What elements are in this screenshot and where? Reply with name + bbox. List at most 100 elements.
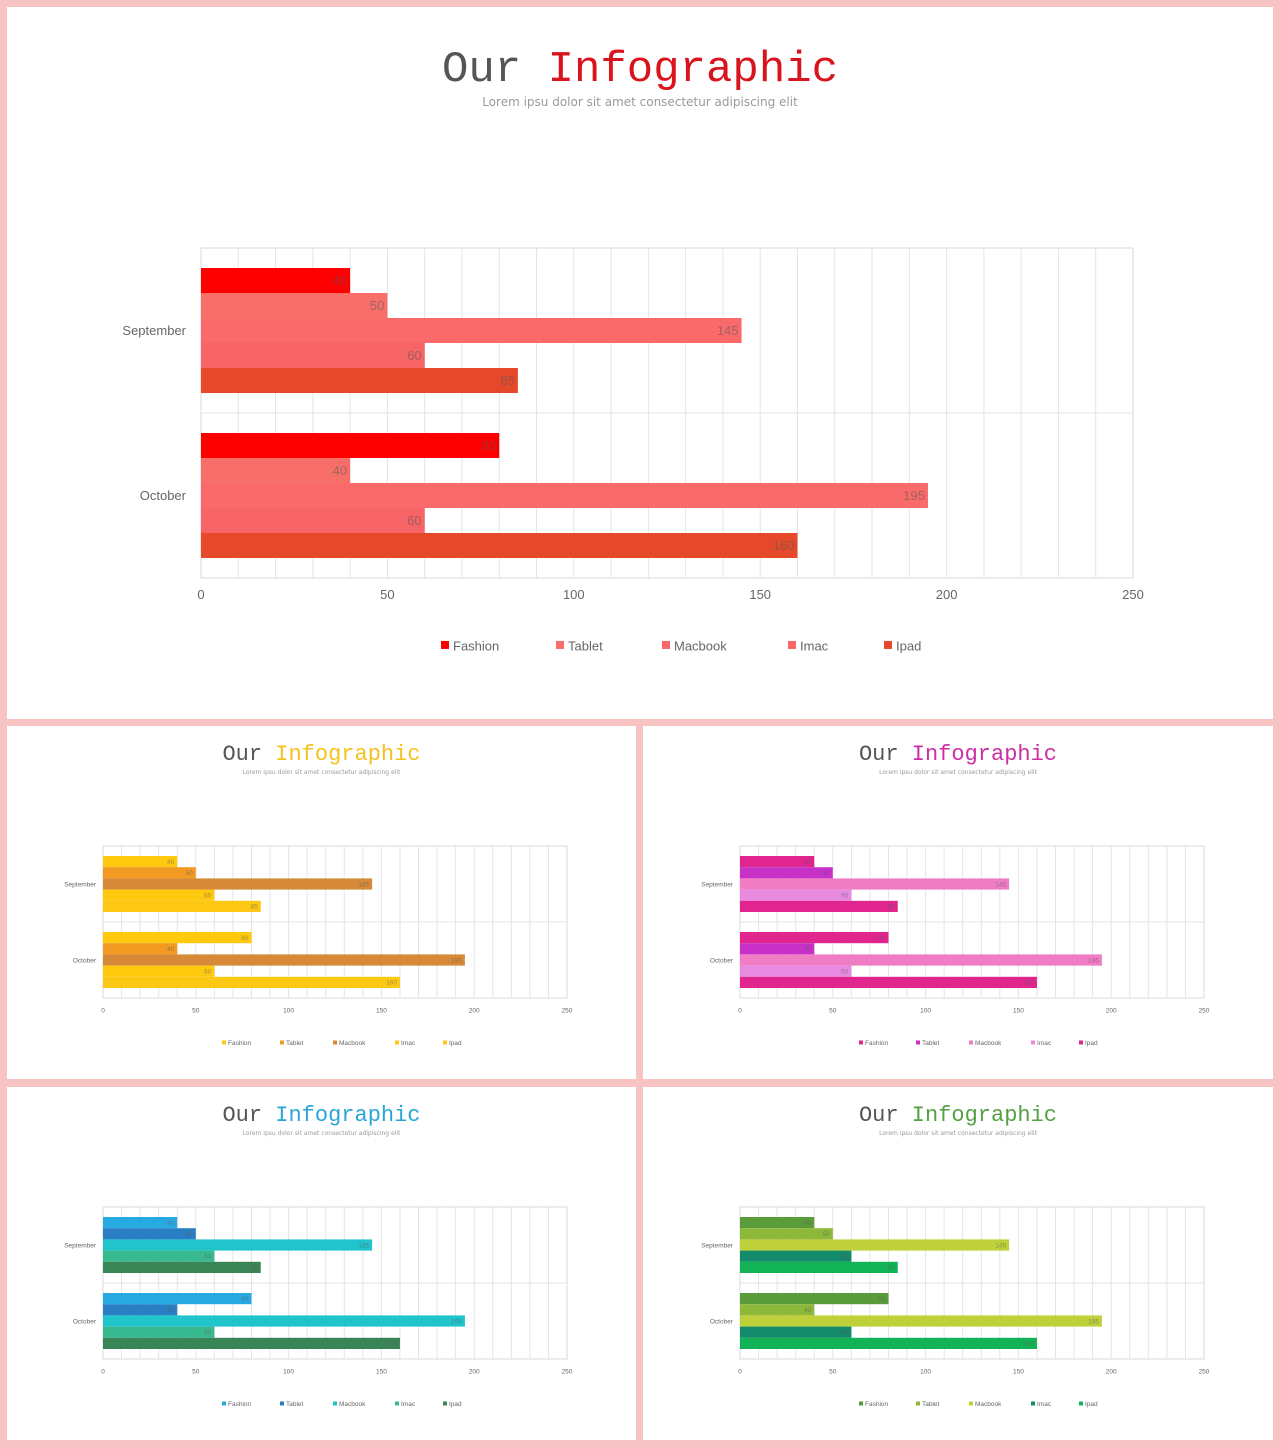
chart-subtitle: Lorem ipsu dolor sit amet consectetur ad… (879, 769, 1037, 776)
chart-subtitle: Lorem ipsu dolor sit amet consectetur ad… (879, 1130, 1037, 1137)
data-label: 40 (167, 859, 175, 866)
legend-swatch (884, 640, 892, 649)
bar (740, 1293, 889, 1305)
bar (103, 1304, 178, 1316)
data-label: 160 (386, 1341, 397, 1348)
chart-title: Our Infographic (7, 45, 1273, 95)
x-tick-label: 50 (380, 587, 394, 602)
legend-label: Imac (401, 1040, 416, 1047)
data-label: 60 (841, 969, 849, 976)
category-label: September (701, 881, 734, 888)
data-label: 80 (482, 438, 496, 453)
bar (201, 293, 388, 318)
data-label: 85 (251, 904, 259, 911)
data-label: 60 (204, 1254, 212, 1261)
data-label: 60 (407, 513, 421, 528)
legend-label: Imac (800, 638, 829, 653)
data-label: 145 (358, 881, 369, 888)
legend-swatch (662, 640, 670, 649)
bar (103, 900, 261, 912)
legend-label: Ipad (1085, 1040, 1098, 1047)
bar (740, 1304, 815, 1316)
chart-subtitle: Lorem ipsu dolor sit amet consectetur ad… (482, 95, 798, 109)
legend-label: Imac (1037, 1040, 1052, 1047)
chart-panel-blue: Our Infographic Lorem ipsu dolor sit ame… (7, 1087, 636, 1440)
chart-title-part1: Our (222, 1103, 263, 1128)
legend-label: Macbook (975, 1040, 1002, 1047)
chart-title-part2: Infographic (547, 45, 839, 95)
chart-subtitle: Lorem ipsu dolor sit amet consectetur ad… (242, 769, 401, 776)
data-label: 60 (204, 1330, 212, 1337)
legend-label: Fashion (228, 1401, 252, 1408)
chart-panel-main: Our Infographic Lorem ipsu dolor sit ame… (7, 7, 1273, 719)
bar (103, 1326, 215, 1338)
legend-label: Macbook (975, 1401, 1002, 1408)
x-tick-label: 150 (376, 1008, 387, 1015)
x-tick-label: 100 (563, 587, 585, 602)
data-label: 145 (995, 881, 1006, 888)
x-tick-label: 100 (283, 1369, 294, 1376)
legend-label: Fashion (865, 1401, 889, 1408)
data-label: 80 (878, 1296, 886, 1303)
legend-label: Tablet (922, 1040, 940, 1047)
bar (103, 878, 373, 890)
category-label: October (73, 1318, 97, 1325)
legend-label: Tablet (286, 1040, 304, 1047)
data-label: 195 (1088, 957, 1099, 964)
legend-swatch (280, 1040, 284, 1045)
x-tick-label: 50 (829, 1008, 837, 1015)
chart-title: Our Infographic (643, 1103, 1273, 1129)
bar-chart-green: 0 50 100 150 200 250 September 40 50 145 60 85 Octob… (701, 1206, 1210, 1408)
legend-swatch (222, 1401, 226, 1406)
data-label: 40 (167, 1307, 175, 1314)
category-label: September (701, 1242, 734, 1249)
bar (740, 867, 833, 879)
data-label: 40 (167, 946, 175, 953)
legend-label: Ipad (449, 1040, 462, 1047)
x-tick-label: 50 (192, 1369, 200, 1376)
bar (740, 889, 852, 901)
x-tick-label: 50 (829, 1369, 837, 1376)
data-label: 195 (451, 1318, 462, 1325)
x-tick-label: 0 (738, 1008, 742, 1015)
bar (740, 976, 1037, 988)
bar (103, 954, 465, 966)
bar (740, 1239, 1010, 1251)
x-tick-label: 200 (469, 1369, 480, 1376)
data-label: 145 (717, 323, 739, 338)
bar-chart-blue: 0 50 100 150 200 250 September 40 50 145 60 85 Octob… (64, 1206, 573, 1408)
x-tick-label: 150 (376, 1369, 387, 1376)
bar (740, 878, 1010, 890)
data-label: 160 (1023, 1341, 1034, 1348)
bar (201, 508, 425, 533)
x-tick-label: 150 (1013, 1369, 1024, 1376)
bar (103, 932, 252, 944)
data-label: 85 (500, 373, 514, 388)
data-label: 50 (370, 298, 384, 313)
chart-title-part2: Infographic (911, 742, 1058, 767)
bar (740, 1326, 852, 1338)
x-tick-label: 100 (920, 1008, 931, 1015)
legend-label: Macbook (339, 1040, 366, 1047)
bar (740, 856, 815, 868)
data-label: 40 (333, 273, 347, 288)
x-tick-label: 250 (562, 1008, 573, 1015)
bar-chart-magenta: 0 50 100 150 200 250 September 40 50 145 60 85 Octob… (701, 845, 1210, 1047)
data-label: 145 (358, 1242, 369, 1249)
bar (103, 867, 196, 879)
data-label: 85 (251, 1265, 259, 1272)
category-label: September (64, 881, 97, 888)
bar (201, 483, 928, 508)
bar (740, 965, 852, 977)
x-tick-label: 100 (920, 1369, 931, 1376)
legend-label: Ipad (449, 1401, 462, 1408)
chart-title: Our Infographic (643, 742, 1273, 768)
bar (740, 1217, 815, 1229)
bar (201, 268, 351, 293)
chart-title-part2: Infographic (911, 1103, 1058, 1128)
legend-swatch (969, 1040, 973, 1045)
legend-label: Fashion (453, 638, 499, 653)
legend-swatch (969, 1401, 973, 1406)
chart-title-part2: Infographic (275, 742, 421, 767)
data-label: 50 (823, 870, 831, 877)
